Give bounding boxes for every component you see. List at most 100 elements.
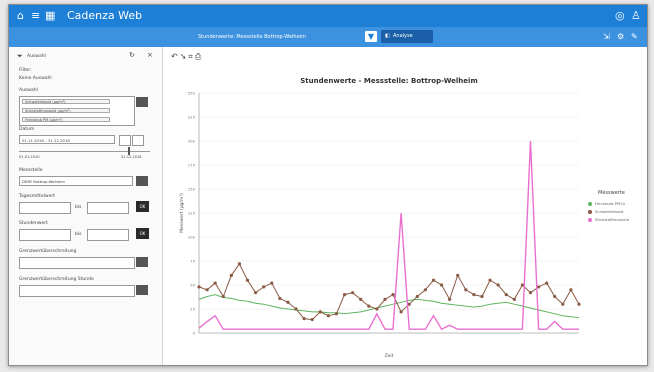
data-point: [318, 310, 322, 314]
line-chart: Stundenwerte - Messstelle: Bottrop-Welhe…: [179, 77, 581, 359]
grenzwert-stunde-select[interactable]: [19, 285, 135, 297]
data-point: [286, 300, 290, 304]
help-icon[interactable]: ◎: [615, 9, 625, 22]
calendar-from-button[interactable]: [119, 135, 131, 146]
list-icon[interactable]: [136, 176, 148, 186]
stoff-chip[interactable]: Stickstoffmonoxid (µg/m³): [22, 108, 110, 113]
stundenwert-label: Stundenwert: [19, 221, 48, 226]
filter-icon: ▼: [367, 32, 375, 41]
data-point: [439, 283, 444, 287]
sidebar: ⏷ Auswahl ↻ × Filter: Keine Auswahl Ausw…: [9, 47, 163, 365]
view-toolbar: Stundenwerte: Messstelle Bottrop-Welheim…: [9, 27, 647, 47]
analysis-icon: ◧: [385, 33, 390, 39]
data-point: [229, 273, 233, 277]
data-point: [221, 294, 225, 299]
chart-tools: ↶➘⌗⎙: [171, 52, 203, 62]
data-point: [310, 317, 314, 322]
chart-title: Stundenwerte - Messstelle: Bottrop-Welhe…: [300, 77, 477, 85]
tagesmittelwert-to[interactable]: [87, 202, 129, 214]
y-tick-label: 250: [188, 91, 196, 96]
legend-swatch: [588, 210, 592, 214]
data-point: [456, 273, 460, 277]
data-point: [342, 293, 347, 297]
tagesmittelwert-from[interactable]: [19, 202, 71, 214]
y-tick-label: 25: [190, 307, 195, 312]
data-point: [205, 288, 209, 292]
series-line: [198, 262, 580, 321]
data-point: [472, 293, 476, 297]
home-icon[interactable]: ⌂: [17, 9, 24, 22]
legend-item[interactable]: Schwefeldioxid: [588, 209, 623, 214]
list-icon[interactable]: [136, 285, 148, 295]
data-point: [375, 307, 379, 311]
datum-field[interactable]: 01.11.2018 – 31.12.2018: [19, 135, 115, 144]
grenzwert-stunde-label: Grenzwertüberschreitung Stunde: [19, 277, 94, 282]
data-point: [399, 310, 403, 314]
data-point: [383, 297, 387, 301]
data-point: [197, 285, 201, 289]
calendar-to-button[interactable]: [132, 135, 144, 146]
zoom-icon[interactable]: ⌗: [188, 52, 195, 61]
legend-item[interactable]: Feinstaub PM10: [588, 201, 625, 206]
y-tick-label: 200: [188, 139, 196, 144]
list-icon[interactable]: [136, 97, 148, 107]
data-point: [464, 288, 468, 292]
data-point: [569, 288, 573, 292]
data-point: [351, 291, 355, 295]
stoff-chip[interactable]: Feinstaub PM (µg/m³): [22, 117, 110, 122]
data-point: [496, 283, 500, 287]
tagesmittelwert-separator: bis: [75, 205, 82, 210]
analyze-button[interactable]: ◧ Analyse: [381, 30, 433, 43]
data-point: [334, 312, 339, 316]
close-icon[interactable]: ×: [147, 51, 153, 59]
data-point: [480, 294, 484, 299]
user-icon[interactable]: ♙: [631, 9, 641, 22]
y-tick-label: 75: [190, 259, 195, 264]
app-window: ⌂ ≡ ▦ Cadenza Web ◎ ♙ Stundenwerte: Mess…: [8, 4, 648, 366]
messstelle-select[interactable]: DEBY Bottrop-Welheim: [19, 176, 133, 186]
sidebar-header: Auswahl: [27, 54, 46, 59]
stoff-chip[interactable]: Schwefeldioxid (µg/m³): [22, 99, 110, 104]
data-point: [407, 302, 411, 306]
data-point: [431, 278, 436, 282]
stoffe-select[interactable]: Schwefeldioxid (µg/m³) Stickstoffmonoxid…: [19, 96, 135, 126]
menu-icon[interactable]: ≡: [31, 9, 41, 22]
stoffe-label: Auswahl: [19, 88, 38, 93]
y-tick-label: 225: [188, 115, 196, 120]
series-line: [198, 294, 580, 319]
stundenwert-ok-button[interactable]: OK: [136, 228, 149, 239]
tagesmittelwert-ok-button[interactable]: OK: [136, 201, 149, 212]
data-point: [237, 262, 242, 266]
settings-icon[interactable]: ⚙: [617, 32, 625, 41]
y-tick-label: 125: [188, 211, 196, 216]
data-point: [545, 281, 549, 285]
date-range-slider[interactable]: [19, 151, 150, 152]
data-point: [213, 281, 217, 285]
data-point: [262, 285, 266, 289]
list-icon[interactable]: [136, 257, 148, 267]
grid-icon[interactable]: ▦: [45, 9, 56, 22]
print-icon[interactable]: ⎙: [194, 52, 204, 61]
undo-icon[interactable]: ↶: [171, 52, 180, 61]
date-range-slider-handle[interactable]: [128, 147, 130, 155]
filter-label: Filter:: [19, 68, 32, 73]
stundenwert-from[interactable]: [19, 229, 71, 241]
y-tick-label: 50: [190, 283, 195, 288]
legend-title: Messwerte: [598, 190, 625, 196]
title-bar: ⌂ ≡ ▦ Cadenza Web ◎ ♙: [9, 5, 647, 27]
stundenwert-to[interactable]: [87, 229, 129, 241]
range-max: 31.12.2018: [121, 155, 142, 159]
y-tick-label: 0: [193, 331, 196, 336]
filter-funnel-icon: ⏷: [17, 52, 23, 60]
messstelle-label: Messstelle: [19, 168, 43, 173]
data-point: [488, 278, 492, 282]
edit-icon[interactable]: ✎: [631, 32, 638, 41]
reload-icon[interactable]: ↻: [129, 51, 135, 59]
legend-item[interactable]: Stickstoffmonoxid: [588, 217, 629, 222]
data-point: [294, 307, 298, 311]
station-label: Stundenwerte: Messstelle Bottrop-Welheim: [198, 34, 306, 40]
pointer-icon[interactable]: ➘: [179, 52, 189, 61]
filter-button[interactable]: ▼: [365, 31, 377, 42]
export-icon[interactable]: ⇲: [603, 32, 610, 41]
grenzwert-select[interactable]: [19, 257, 135, 269]
